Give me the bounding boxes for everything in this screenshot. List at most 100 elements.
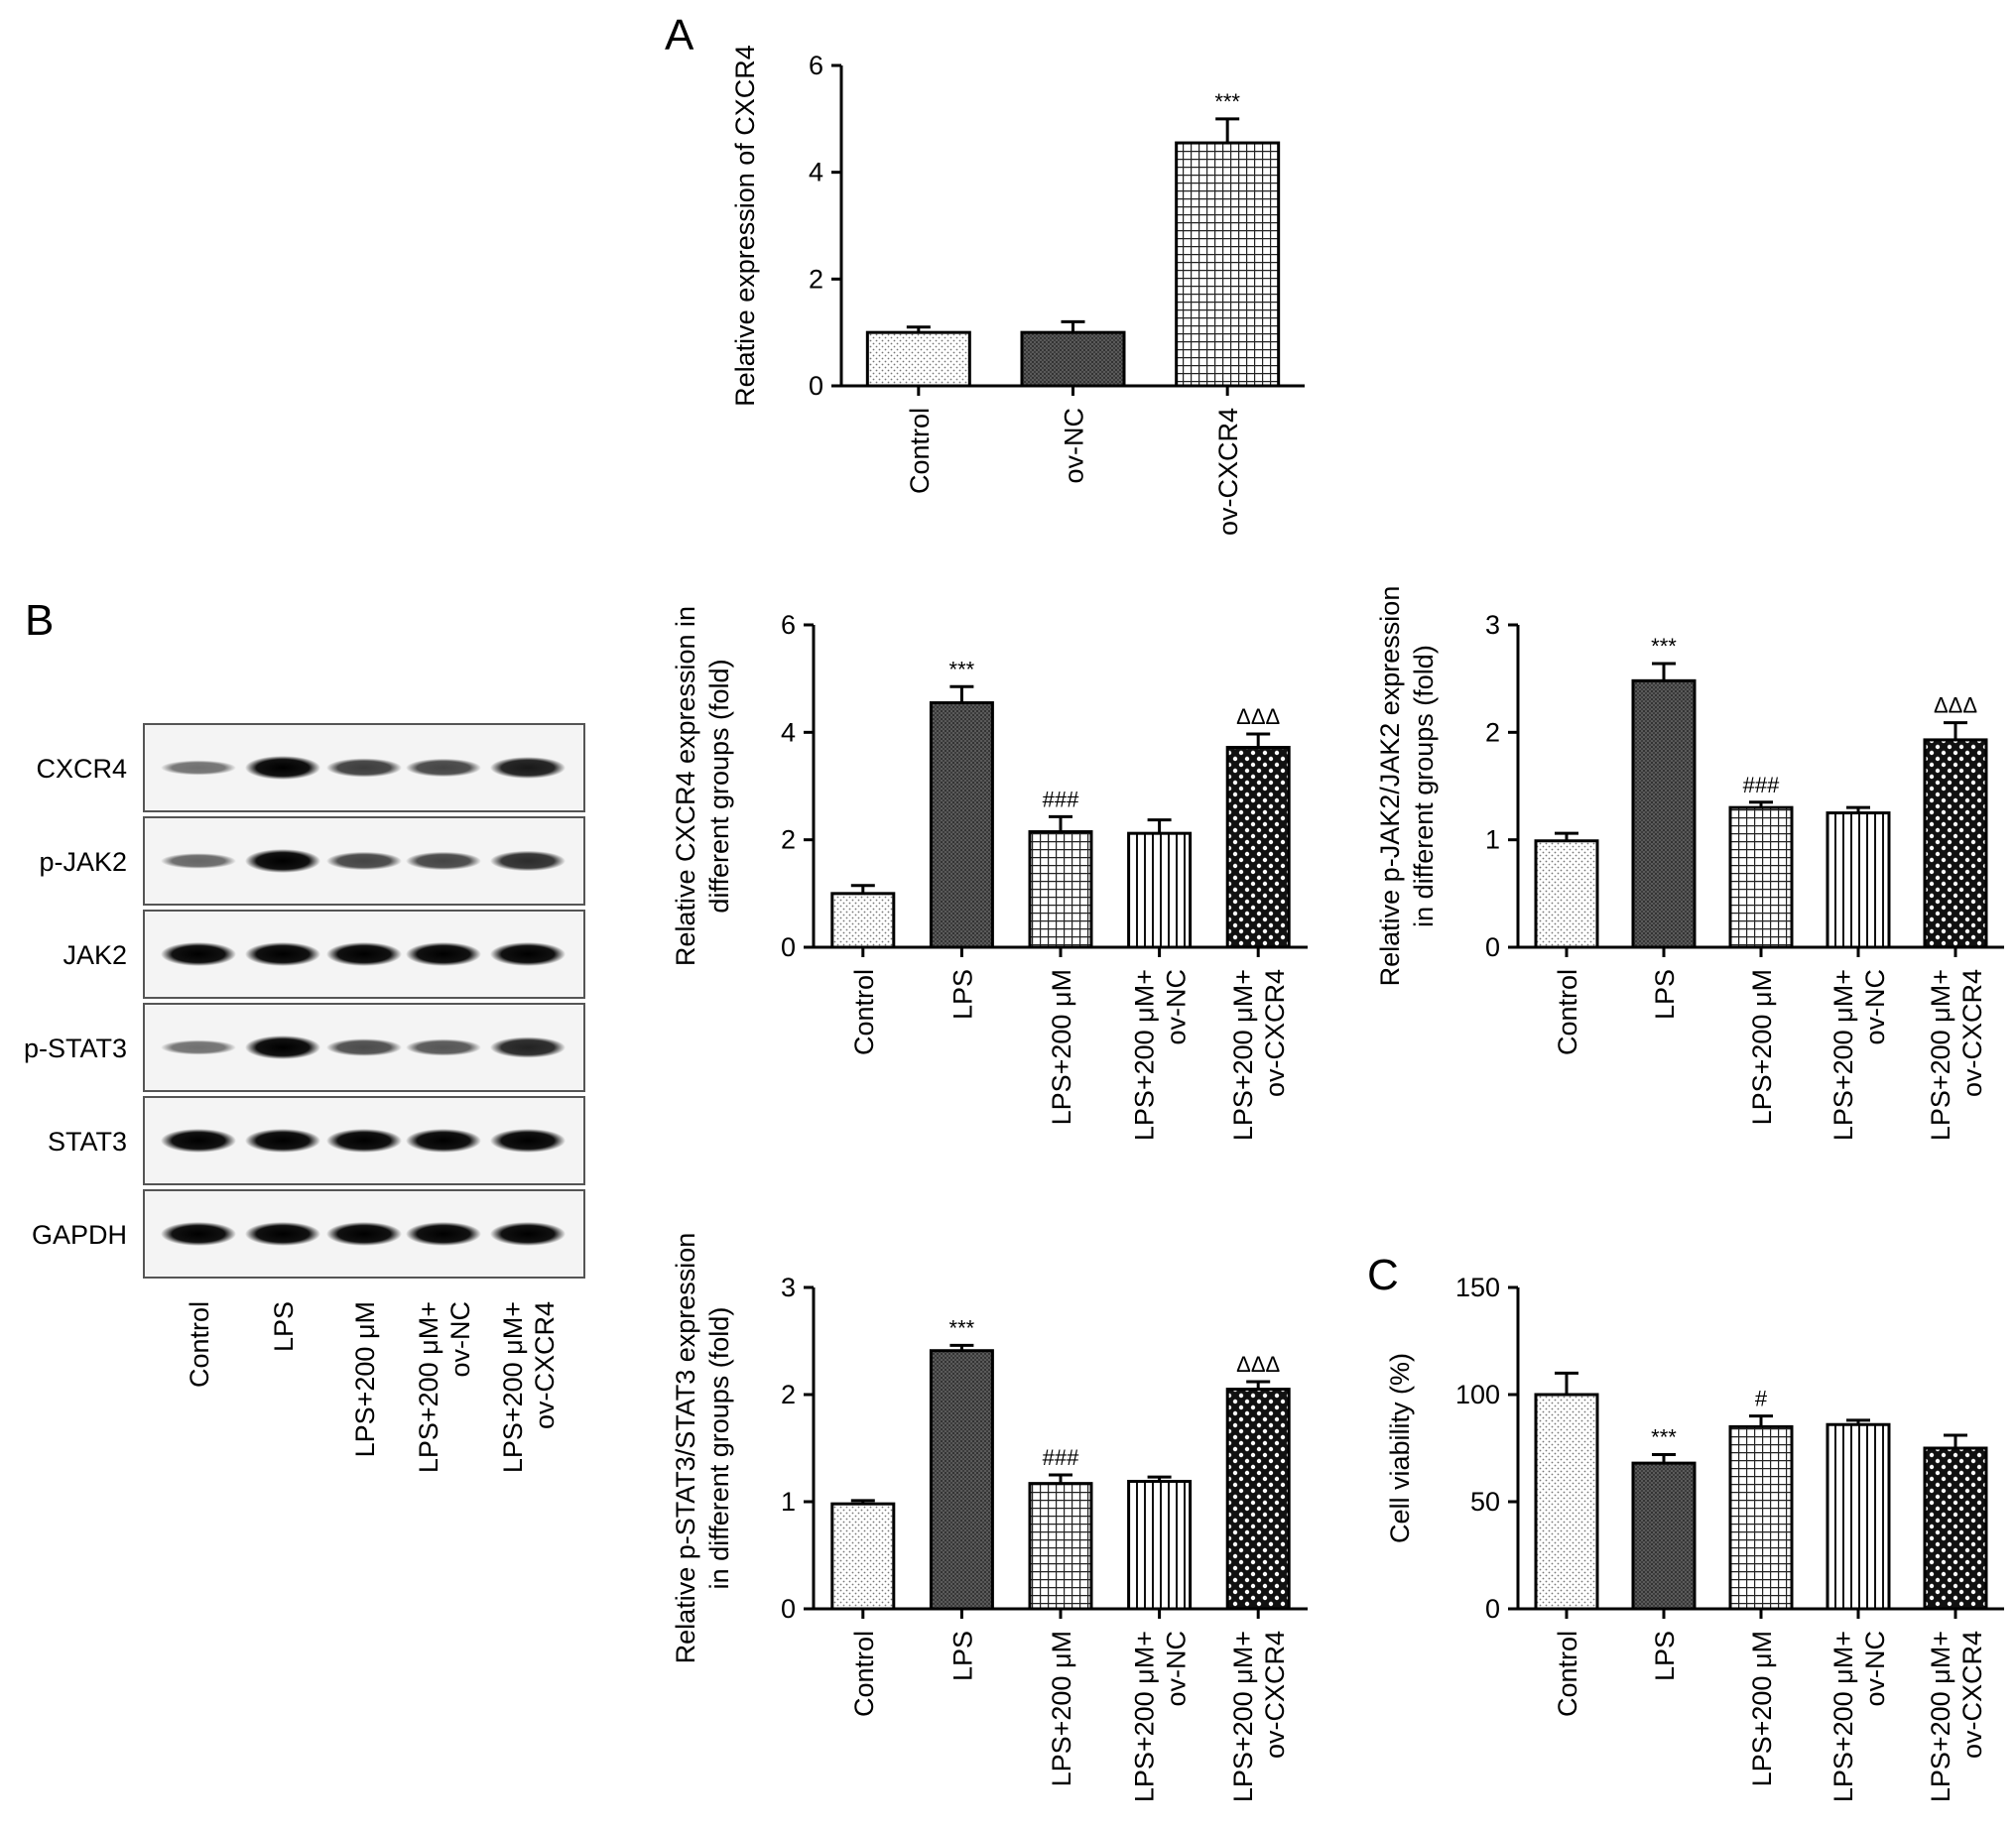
blot-band — [326, 942, 402, 966]
category-label: LPS+200 μM+ — [1130, 969, 1160, 1141]
y-tick-label: 2 — [809, 264, 823, 294]
y-tick-label: 4 — [781, 717, 796, 747]
category-label: ov-CXCR4 — [1957, 1631, 1987, 1759]
blot-band — [245, 942, 320, 966]
y-tick-label: 3 — [1485, 610, 1500, 640]
category-label: LPS+200 μM — [1747, 1631, 1777, 1786]
significance-label: # — [1755, 1387, 1768, 1411]
bar-lps-200-m — [1028, 830, 1093, 949]
blot-band — [490, 1129, 566, 1153]
blot-lane-label: ov-NC — [445, 1301, 475, 1378]
bar-lps-200-m-ov-nc — [1127, 1479, 1193, 1611]
category-label: Control — [905, 408, 935, 494]
bar-lps-200-m — [1728, 1424, 1794, 1611]
blot-label-p-stat3: p-STAT3 — [24, 1034, 127, 1063]
significance-label: ΔΔΔ — [1934, 693, 1977, 718]
bar-lps — [1631, 1461, 1697, 1611]
blot-band — [161, 853, 236, 869]
significance-label: ### — [1043, 787, 1079, 811]
category-label: ov-CXCR4 — [1260, 969, 1290, 1097]
blot-label-jak2: JAK2 — [63, 940, 127, 970]
significance-label: *** — [1651, 634, 1677, 659]
significance-label: *** — [949, 657, 975, 681]
blot-label-cxcr4: CXCR4 — [36, 754, 127, 784]
blot-band — [326, 758, 402, 778]
blot-label-p-jak2: p-JAK2 — [39, 847, 127, 877]
category-label: ov-CXCR4 — [1213, 408, 1243, 536]
blot-band — [490, 1222, 566, 1246]
blot-lane-label: ov-CXCR4 — [530, 1301, 560, 1429]
bar-lps-200-m-ov-cxcr4 — [1225, 1388, 1291, 1611]
bar-lps-200-m-ov-cxcr4 — [1225, 746, 1291, 949]
category-label: LPS — [947, 1631, 977, 1681]
y-tick-label: 6 — [809, 51, 823, 80]
category-label: ov-NC — [1162, 969, 1192, 1045]
blot-lane-label: Control — [185, 1301, 214, 1388]
bar-control — [1534, 1393, 1599, 1611]
bar-lps — [929, 1349, 994, 1611]
category-label: LPS+200 μM — [1747, 969, 1777, 1125]
bar-ov-nc — [1020, 330, 1126, 388]
y-axis-label: different groups (fold) — [704, 659, 734, 913]
chart-c-cell-viability: 0 50 100 150 Cell viability (%) Control *** LPS… — [1385, 1273, 2004, 1802]
blot-band — [326, 1222, 402, 1246]
significance-label: ### — [1043, 1445, 1079, 1470]
blot-band — [161, 760, 236, 776]
significance-label: *** — [949, 1315, 975, 1340]
blot-label-stat3: STAT3 — [48, 1127, 127, 1157]
blot-band — [245, 1222, 320, 1246]
bar-lps-200-m-ov-nc — [1826, 811, 1891, 949]
blot-band — [161, 1039, 236, 1055]
category-label: LPS+200 μM — [1047, 969, 1076, 1125]
y-tick-label: 0 — [781, 1594, 796, 1624]
y-axis-label: Cell viability (%) — [1385, 1353, 1415, 1543]
blot-band — [245, 756, 320, 780]
blot-band — [161, 1222, 236, 1246]
significance-label: *** — [1651, 1424, 1677, 1449]
panel-label-b: B — [25, 596, 54, 645]
bar-control — [830, 1502, 896, 1611]
y-tick-label: 6 — [781, 610, 796, 640]
y-axis-label: Relative p-JAK2/JAK2 expression — [1375, 586, 1405, 987]
y-tick-label: 0 — [781, 932, 796, 962]
bar-lps — [929, 701, 994, 949]
blot-band — [326, 851, 402, 871]
category-label: Control — [1553, 1631, 1582, 1717]
bar-lps-200-m — [1028, 1482, 1093, 1611]
chart-b-cxcr4: 0 2 4 6 Relative CXCR4 expression in differen… — [671, 606, 1308, 1141]
chart-b-pjak2-jak2: 0 1 2 3 Relative p-JAK2/JAK2 expression in di… — [1375, 586, 2004, 1141]
bar-lps-200-m-ov-nc — [1127, 831, 1193, 949]
y-axis-label: in different groups (fold) — [1409, 645, 1439, 927]
y-tick-label: 2 — [781, 1380, 796, 1409]
category-label: LPS+200 μM — [1047, 1631, 1076, 1786]
y-tick-label: 2 — [1485, 717, 1500, 747]
y-tick-label: 0 — [1485, 1594, 1500, 1624]
blot-lane-label: LPS+200 μM+ — [498, 1301, 528, 1473]
category-label: ov-CXCR4 — [1957, 969, 1987, 1097]
blot-band — [406, 1222, 481, 1246]
bar-lps-200-m-ov-cxcr4 — [1923, 1446, 1988, 1611]
bar-lps-200-m-ov-nc — [1826, 1422, 1891, 1611]
category-label: LPS+200 μM+ — [1130, 1631, 1160, 1802]
category-label: ov-NC — [1060, 408, 1089, 484]
significance-label: ΔΔΔ — [1236, 704, 1280, 729]
category-label: LPS — [1650, 969, 1680, 1020]
category-label: Control — [849, 969, 879, 1055]
y-tick-label: 4 — [809, 158, 823, 187]
bar-lps-200-m — [1728, 805, 1794, 949]
panel-label-c: C — [1367, 1251, 1399, 1299]
y-tick-label: 1 — [1485, 825, 1500, 855]
bar-lps-200-m-ov-cxcr4 — [1923, 738, 1988, 949]
blot-band — [326, 1038, 402, 1056]
blot-band — [245, 1036, 320, 1059]
category-label: Control — [849, 1631, 879, 1717]
bar-lps — [1631, 678, 1697, 949]
blot-band — [406, 758, 481, 778]
category-label: ov-NC — [1860, 969, 1890, 1045]
blot-band — [326, 1129, 402, 1153]
significance-label: ### — [1743, 773, 1780, 797]
significance-label: *** — [1214, 89, 1240, 114]
category-label: LPS+200 μM+ — [1926, 969, 1955, 1141]
category-label: Control — [1553, 969, 1582, 1055]
blot-band — [406, 942, 481, 966]
